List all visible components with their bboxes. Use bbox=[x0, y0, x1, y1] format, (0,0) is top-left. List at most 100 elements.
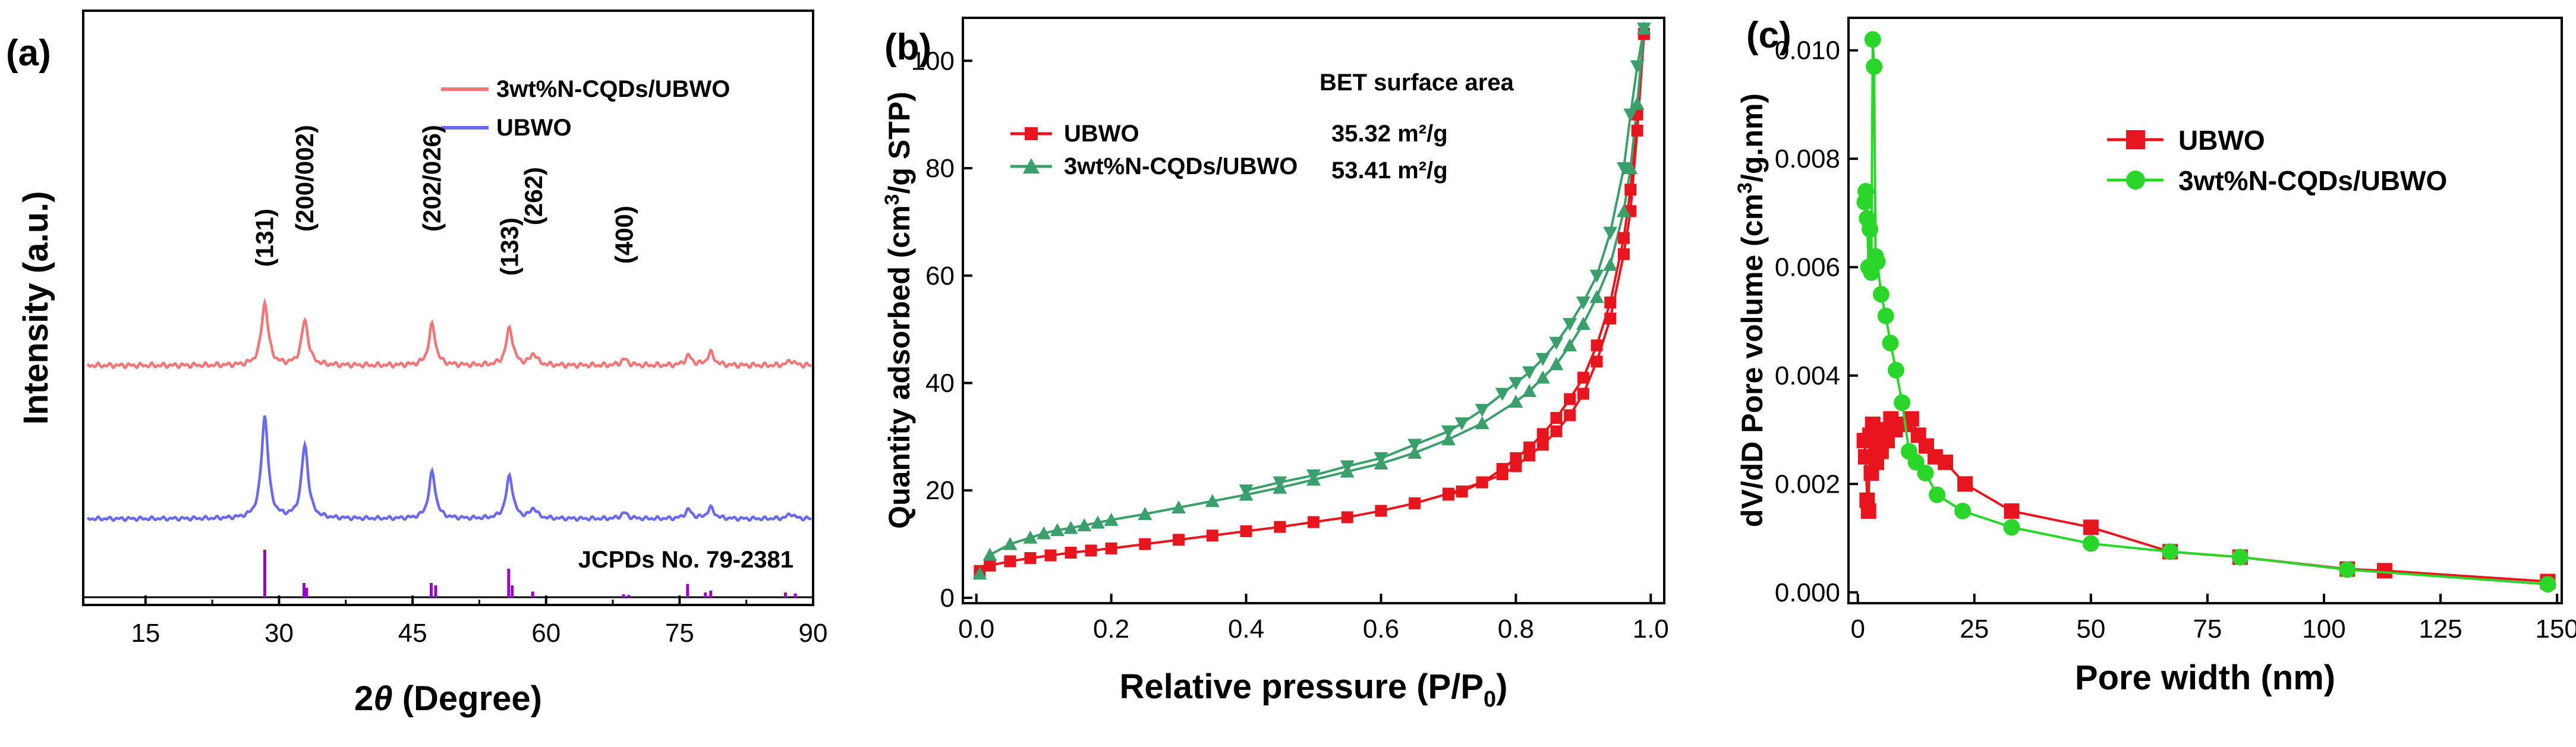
bet-ubwo-point bbox=[1206, 529, 1218, 542]
pore-ubwo-point bbox=[1957, 476, 1973, 492]
bet-ncqd-point bbox=[1509, 395, 1523, 408]
panel-c-pore: (c) 0 25 50 75 100 125 150 0.0000.0020.0040.00… bbox=[1734, 15, 2576, 697]
bet-ncqd-point bbox=[1063, 521, 1078, 534]
bet-x-tick-label: 0.4 bbox=[1228, 614, 1264, 644]
bet-ncqd-point bbox=[1549, 336, 1564, 350]
bet-y-tick-label: 80 bbox=[925, 154, 955, 183]
bet-ncqd-desorption-line bbox=[1246, 28, 1645, 492]
bet-ubwo-point bbox=[1442, 488, 1454, 501]
bet-ncqd-point bbox=[1603, 257, 1618, 271]
bet-ubwo-point bbox=[1409, 497, 1421, 509]
bet-ncqd-point bbox=[1589, 289, 1604, 303]
xrd-peak-label: (200/002) bbox=[291, 125, 319, 232]
pore-x-ticks: 0 25 50 75 100 125 150 bbox=[1850, 594, 2576, 644]
bet-ubwo-point bbox=[1550, 425, 1563, 437]
bet-ncqd-point bbox=[1090, 515, 1105, 529]
pore-y-tick-label: 0.010 bbox=[1775, 36, 1840, 65]
pore-x-tick-label: 50 bbox=[2076, 614, 2105, 644]
pore-y-tick-label: 0.006 bbox=[1775, 253, 1840, 282]
bet-ubwo-point bbox=[1308, 516, 1320, 528]
pore-ncqd-point bbox=[2162, 543, 2179, 560]
pore-ncqd-point bbox=[1866, 58, 1883, 75]
bet-y-ticks: 0 20 40 60 80 100 bbox=[911, 46, 972, 613]
bet-ncqd-point bbox=[1563, 338, 1577, 352]
bet-ubwo-point bbox=[1624, 184, 1637, 196]
bet-ncqd-point bbox=[1454, 417, 1469, 431]
xrd-peak-labels: (131) (200/002) (202/026) (133)(262) (400) bbox=[251, 125, 638, 276]
xrd-plot-area bbox=[83, 297, 813, 598]
bet-ncqd-point bbox=[1050, 523, 1065, 537]
bet-ncqd-point bbox=[1616, 204, 1631, 218]
legend-label-ubwo-c: UBWO bbox=[2178, 125, 2265, 156]
bet-ncqd-point bbox=[1475, 416, 1489, 430]
bet-ncqd-point bbox=[1630, 96, 1645, 110]
xrd-x-tick-label: 30 bbox=[264, 619, 294, 648]
pore-legend: UBWO 3wt%N-CQDs/UBWO bbox=[2107, 125, 2447, 196]
pore-ncqd-point bbox=[1877, 307, 1894, 324]
bet-ncqd-point bbox=[1623, 161, 1638, 175]
bet-ncqd-point bbox=[1003, 537, 1018, 550]
panel-b-tag: (b) bbox=[884, 27, 931, 68]
bet-ncqd-adsorption-line bbox=[978, 28, 1645, 575]
pore-y-tick-label: 0.002 bbox=[1775, 469, 1840, 499]
bet-ubwo-point bbox=[1024, 552, 1037, 565]
bet-x-ticks: 0.0 0.2 0.4 0.6 0.8 1.0 bbox=[958, 594, 1669, 644]
pore-y-ticks: 0.000 0.002 0.004 0.006 0.008 0.010 bbox=[1775, 36, 1858, 607]
pore-x-tick-label: 100 bbox=[2302, 614, 2345, 644]
pore-ncqd-point bbox=[1929, 486, 1946, 503]
bet-value-ncqd: 53.41 m²/g bbox=[1331, 157, 1448, 184]
xrd-x-tick-label: 45 bbox=[398, 619, 427, 648]
pore-plot-area bbox=[1856, 31, 2556, 593]
bet-x-tick-label: 0.6 bbox=[1363, 614, 1399, 644]
bet-x-tick-label: 0.2 bbox=[1093, 614, 1129, 644]
pore-ncqd-point bbox=[2082, 535, 2099, 552]
pore-ncqd-point bbox=[1917, 465, 1934, 482]
bet-ubwo-point bbox=[1536, 428, 1549, 440]
bet-ubwo-point bbox=[1591, 339, 1603, 352]
bet-ncqd-point bbox=[1495, 387, 1510, 401]
pore-x-tick-label: 0 bbox=[1850, 614, 1865, 644]
xrd-x-tick-label: 90 bbox=[799, 619, 828, 648]
xrd-peak-label: (400) bbox=[610, 206, 638, 264]
bet-ncqd-point bbox=[1077, 518, 1092, 531]
bet-ncqd-point bbox=[1340, 460, 1355, 474]
bet-value-ubwo: 35.32 m²/g bbox=[1331, 121, 1448, 147]
pore-ncqd-point bbox=[1894, 394, 1911, 411]
bet-ncqd-point bbox=[1023, 530, 1038, 544]
bet-x-tick-label: 0.0 bbox=[958, 614, 994, 644]
bet-ncqd-point bbox=[1306, 469, 1321, 483]
bet-ncqd-point bbox=[1509, 377, 1523, 390]
bet-ubwo-point bbox=[984, 559, 996, 572]
pore-ncqd-point bbox=[1882, 335, 1899, 352]
pore-ubwo-line bbox=[1863, 414, 2548, 583]
legend-label-ncqd: 3wt%N-CQDs/UBWO bbox=[496, 76, 730, 102]
legend-label-ncqd-c: 3wt%N-CQDs/UBWO bbox=[2178, 165, 2447, 196]
bet-ncqd-point bbox=[1623, 108, 1638, 122]
bet-ubwo-point bbox=[1510, 452, 1522, 465]
pore-ncqd-point bbox=[1872, 286, 1890, 303]
bet-ncqd-point bbox=[1535, 352, 1550, 366]
bet-ncqd-point bbox=[982, 547, 997, 561]
bet-ubwo-point bbox=[1173, 534, 1185, 546]
xrd-x-tick-label: 75 bbox=[665, 619, 694, 648]
bet-ncqd-point bbox=[1273, 476, 1287, 490]
xrd-peak-label: (131) bbox=[251, 209, 279, 267]
bet-ncqd-point bbox=[1407, 445, 1422, 459]
bet-ncqd-point bbox=[1441, 425, 1456, 439]
bet-ubwo-point bbox=[1617, 248, 1630, 260]
bet-ubwo-point bbox=[1577, 387, 1589, 400]
pore-ubwo-point bbox=[2083, 519, 2099, 535]
pore-ncqd-point bbox=[1857, 182, 1875, 200]
xrd-x-tick-label: 15 bbox=[131, 619, 160, 648]
bet-ncqd-point bbox=[1603, 226, 1618, 240]
bet-ubwo-point bbox=[1456, 486, 1468, 498]
bet-ncqd-point bbox=[1104, 512, 1119, 526]
bet-ubwo-point bbox=[1564, 393, 1576, 405]
jcpds-reference-label: JCPDs No. 79-2381 bbox=[578, 547, 793, 573]
pore-axes-frame bbox=[1847, 17, 2563, 604]
legend-marker-ubwo-b bbox=[1025, 127, 1038, 140]
bet-ubwo-point bbox=[1341, 511, 1353, 524]
bet-ncqd-point bbox=[1407, 439, 1422, 452]
bet-legend: BET surface area UBWO 35.32 m²/g 3wt%N-C… bbox=[1010, 70, 1514, 184]
